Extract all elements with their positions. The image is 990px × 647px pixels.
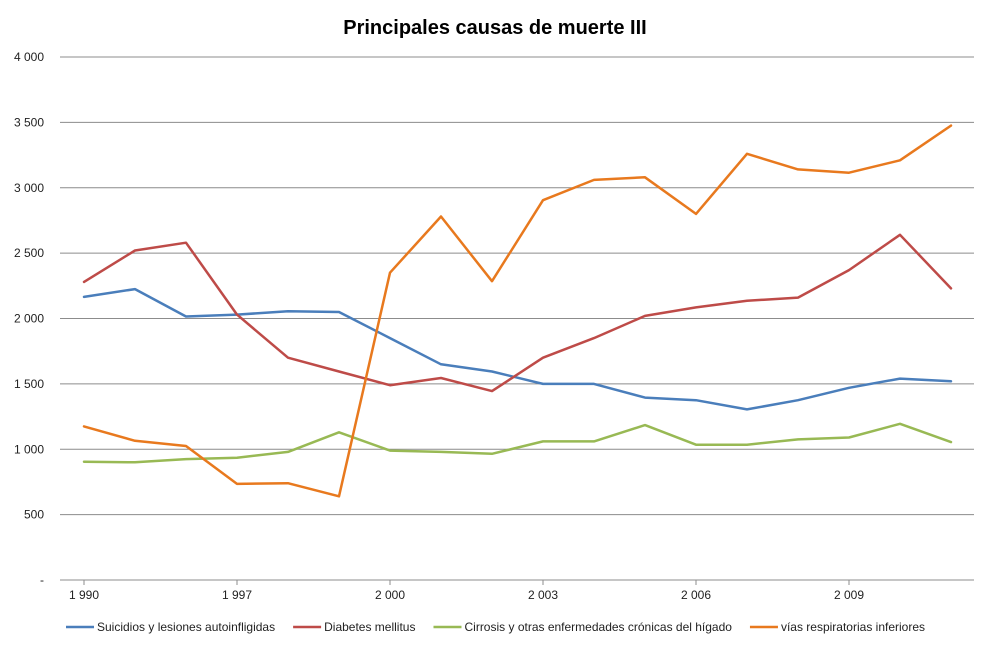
y-tick-label-4000: 4 000 (14, 50, 44, 64)
x-tick-label-1: 1 997 (222, 588, 252, 602)
x-axis: 1 990 1 997 2 000 2 003 2 006 2 009 (60, 579, 974, 602)
x-tick-label-0: 1 990 (69, 588, 99, 602)
y-tick-label-1000: 1 000 (14, 442, 44, 456)
x-tick-label-2: 2 000 (375, 588, 405, 602)
gridlines (60, 56, 974, 516)
series-line-vias-respiratorias-inferiores (82, 124, 953, 498)
legend-item-cirrosis-y-otras-enfermedades-cronicas-del-higado: Cirrosis y otras enfermedades crónicas d… (433, 620, 732, 634)
x-tick-label-4: 2 006 (681, 588, 711, 602)
series-line-diabetes-mellitus (82, 233, 953, 393)
legend-label-diabetes-mellitus: Diabetes mellitus (324, 620, 415, 634)
y-tick-label-1500: 1 500 (14, 377, 44, 391)
x-tick-label-5: 2 009 (834, 588, 864, 602)
y-tick-label-500: 500 (24, 508, 44, 522)
legend: Suicidios y lesiones autoinfligidas Diabe… (66, 620, 925, 634)
series-line-suicidios-y-lesiones-autoinfligidas (82, 287, 953, 411)
legend-item-suicidios-y-lesiones-autoinfligidas: Suicidios y lesiones autoinfligidas (66, 620, 275, 634)
y-tick-label-0: - (40, 573, 44, 587)
y-tick-label-3500: 3 500 (14, 115, 44, 129)
x-tick-label-3: 2 003 (528, 588, 558, 602)
series-line-cirrosis-y-otras-enfermedades-cronicas-del-higado (82, 422, 953, 464)
legend-label-cirrosis-y-otras-enfermedades-cronicas-del-higado: Cirrosis y otras enfermedades crónicas d… (464, 620, 732, 634)
legend-item-diabetes-mellitus: Diabetes mellitus (293, 620, 415, 634)
legend-label-suicidios-y-lesiones-autoinfligidas: Suicidios y lesiones autoinfligidas (97, 620, 275, 634)
legend-item-vias-respiratorias-inferiores: vías respiratorias inferiores (749, 620, 925, 634)
y-tick-label-3000: 3 000 (14, 181, 44, 195)
series-group (82, 124, 953, 498)
chart-title: Principales causas de muerte III (343, 17, 646, 39)
y-axis: - 500 1 000 1 500 2 000 2 500 3 000 3 500 4 000 (14, 50, 44, 587)
y-tick-label-2500: 2 500 (14, 246, 44, 260)
y-tick-label-2000: 2 000 (14, 312, 44, 326)
legend-label-vias-respiratorias-inferiores: vías respiratorias inferiores (781, 620, 925, 634)
